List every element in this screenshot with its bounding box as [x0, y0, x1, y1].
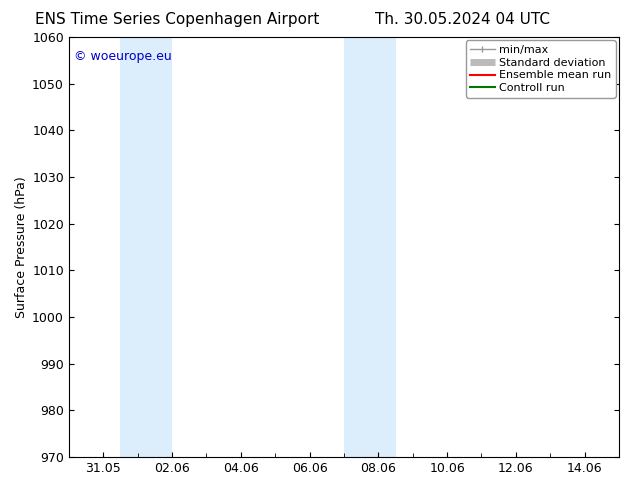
Legend: min/max, Standard deviation, Ensemble mean run, Controll run: min/max, Standard deviation, Ensemble me… — [465, 41, 616, 98]
Text: ENS Time Series Copenhagen Airport: ENS Time Series Copenhagen Airport — [36, 12, 320, 27]
Bar — [120, 37, 172, 457]
Bar — [344, 37, 396, 457]
Y-axis label: Surface Pressure (hPa): Surface Pressure (hPa) — [15, 176, 28, 318]
Text: Th. 30.05.2024 04 UTC: Th. 30.05.2024 04 UTC — [375, 12, 550, 27]
Text: © woeurope.eu: © woeurope.eu — [74, 50, 172, 63]
